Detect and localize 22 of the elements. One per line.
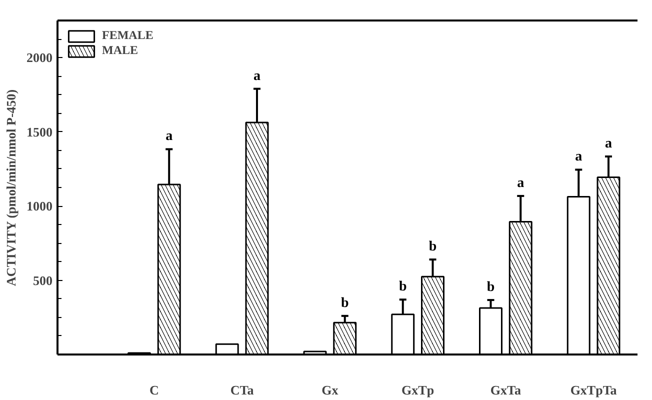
- x-tick-label: Gx: [322, 382, 339, 398]
- data-label: a: [575, 150, 582, 165]
- data-label: a: [605, 136, 612, 152]
- data-label: b: [340, 296, 349, 311]
- data-label: b: [486, 280, 495, 296]
- data-label: a: [166, 129, 173, 144]
- data-label: a: [517, 176, 524, 191]
- x-tick-label: C: [149, 382, 159, 398]
- x-tick-label: GxTa: [490, 382, 522, 398]
- y-tick-label: 2000: [26, 50, 52, 66]
- legend-label: FEMALE: [102, 28, 154, 43]
- y-tick-label: 1500: [26, 124, 52, 140]
- legend-label: MALE: [102, 43, 138, 58]
- x-tick-label: GxTp: [402, 382, 434, 398]
- y-tick-label: 1000: [26, 198, 52, 214]
- data-label: a: [253, 68, 260, 84]
- data-label: b: [428, 239, 437, 254]
- x-tick-label: CTa: [230, 382, 254, 398]
- y-axis-title: ACTIVITY (pmol/min/nmol P-450): [4, 89, 18, 286]
- y-tick-label: 500: [33, 272, 52, 288]
- data-label: b: [398, 280, 407, 295]
- x-tick-label: GxTpTa: [570, 382, 618, 398]
